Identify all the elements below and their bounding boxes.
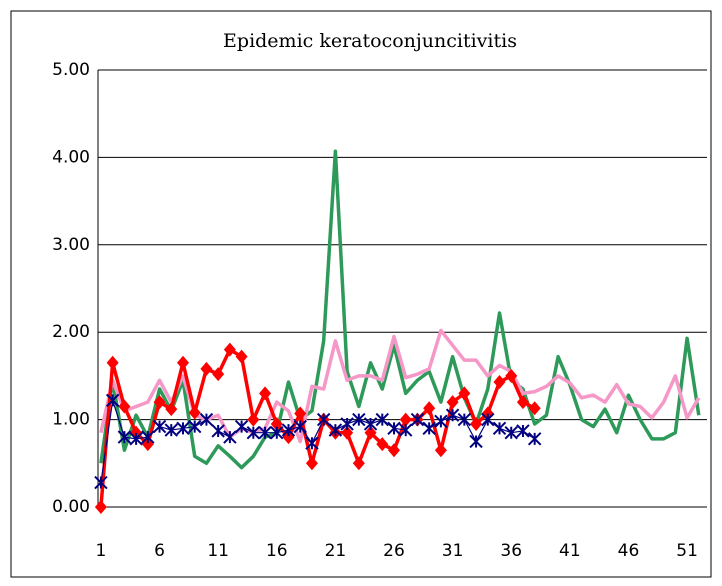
diamond-marker bbox=[165, 402, 178, 417]
diamond-marker bbox=[528, 401, 541, 416]
x-tick-label: 46 bbox=[618, 541, 640, 561]
diamond-marker bbox=[470, 416, 483, 431]
diamond-marker bbox=[259, 386, 272, 401]
y-tick-label: 1.00 bbox=[52, 410, 90, 430]
diamond-marker bbox=[493, 375, 506, 390]
asterisk-marker bbox=[352, 412, 366, 427]
x-tick-label: 16 bbox=[266, 541, 288, 561]
asterisk-marker bbox=[363, 417, 378, 431]
asterisk-marker bbox=[527, 432, 542, 446]
asterisk-marker bbox=[492, 421, 507, 436]
x-tick-label: 51 bbox=[676, 541, 698, 561]
asterisk-marker bbox=[117, 430, 132, 444]
asterisk-marker bbox=[445, 408, 460, 422]
asterisk-marker bbox=[293, 419, 307, 434]
asterisk-marker bbox=[516, 424, 530, 438]
diamond-marker bbox=[153, 395, 166, 410]
asterisk-marker bbox=[129, 432, 143, 446]
diamond-marker bbox=[446, 395, 459, 410]
diamond-marker bbox=[235, 349, 248, 364]
asterisk-marker bbox=[305, 436, 319, 450]
x-tick-label: 31 bbox=[442, 541, 464, 561]
diamond-marker bbox=[341, 425, 354, 440]
y-tick-label: 2.00 bbox=[52, 322, 90, 342]
asterisk-marker bbox=[422, 421, 436, 436]
series-line bbox=[99, 149, 701, 470]
y-tick-label: 5.00 bbox=[52, 60, 90, 80]
diamond-marker bbox=[364, 425, 377, 440]
diamond-marker bbox=[94, 500, 107, 514]
asterisk-marker bbox=[211, 424, 225, 438]
asterisk-marker bbox=[375, 412, 389, 427]
diamond-marker bbox=[106, 355, 119, 370]
x-tick-label: 6 bbox=[154, 541, 165, 561]
y-tick-label: 3.00 bbox=[52, 235, 90, 255]
asterisk-marker bbox=[105, 393, 120, 408]
diamond-marker bbox=[188, 405, 201, 420]
asterisk-marker bbox=[328, 423, 343, 437]
asterisk-marker bbox=[504, 426, 518, 440]
asterisk-marker bbox=[434, 414, 448, 429]
x-tick-label: 1 bbox=[96, 541, 107, 561]
diamond-marker bbox=[352, 456, 365, 471]
diamond-marker bbox=[399, 412, 412, 427]
asterisk-marker bbox=[281, 423, 296, 437]
y-tick-label: 4.00 bbox=[52, 147, 90, 167]
asterisk-marker bbox=[481, 412, 495, 427]
asterisk-marker bbox=[141, 430, 155, 444]
asterisk-marker bbox=[410, 412, 425, 427]
diamond-marker bbox=[516, 395, 529, 410]
asterisk-marker bbox=[258, 426, 272, 440]
diamond-marker bbox=[376, 437, 389, 452]
asterisk-marker bbox=[199, 412, 214, 427]
asterisk-marker bbox=[457, 412, 472, 427]
asterisk-marker bbox=[387, 421, 401, 436]
x-tick-label: 26 bbox=[383, 541, 405, 561]
asterisk-marker bbox=[176, 421, 190, 436]
diamond-marker bbox=[118, 399, 131, 414]
asterisk-marker bbox=[469, 434, 483, 449]
x-tick-label: 41 bbox=[559, 541, 581, 561]
asterisk-marker bbox=[340, 417, 354, 431]
asterisk-marker bbox=[188, 419, 202, 434]
diamond-marker bbox=[434, 443, 447, 458]
diamond-marker bbox=[294, 406, 307, 421]
x-tick-label: 36 bbox=[500, 541, 522, 561]
asterisk-marker bbox=[164, 423, 178, 437]
diamond-marker bbox=[388, 443, 401, 458]
x-tick-label: 21 bbox=[325, 541, 347, 561]
diamond-marker bbox=[270, 416, 283, 431]
asterisk-marker bbox=[152, 419, 167, 434]
asterisk-marker bbox=[234, 419, 249, 434]
diamond-marker bbox=[305, 456, 318, 471]
diamond-marker bbox=[505, 368, 518, 383]
chart-title: Epidemic keratoconjuncitivitis bbox=[223, 30, 517, 52]
y-tick-label: 0.00 bbox=[52, 497, 90, 517]
diamond-marker bbox=[212, 367, 225, 382]
asterisk-marker bbox=[399, 423, 413, 437]
diamond-marker bbox=[247, 412, 260, 427]
diamond-marker bbox=[200, 361, 213, 376]
diamond-marker bbox=[458, 386, 471, 401]
diamond-marker bbox=[423, 401, 436, 416]
chart-frame bbox=[10, 10, 712, 578]
x-tick-label: 11 bbox=[207, 541, 229, 561]
diamond-marker bbox=[176, 355, 189, 370]
asterisk-marker bbox=[316, 412, 331, 427]
diamond-marker bbox=[223, 342, 236, 357]
asterisk-marker bbox=[94, 475, 108, 490]
asterisk-marker bbox=[246, 426, 261, 440]
series-line bbox=[99, 328, 701, 444]
asterisk-marker bbox=[223, 430, 237, 444]
asterisk-marker bbox=[270, 426, 284, 440]
